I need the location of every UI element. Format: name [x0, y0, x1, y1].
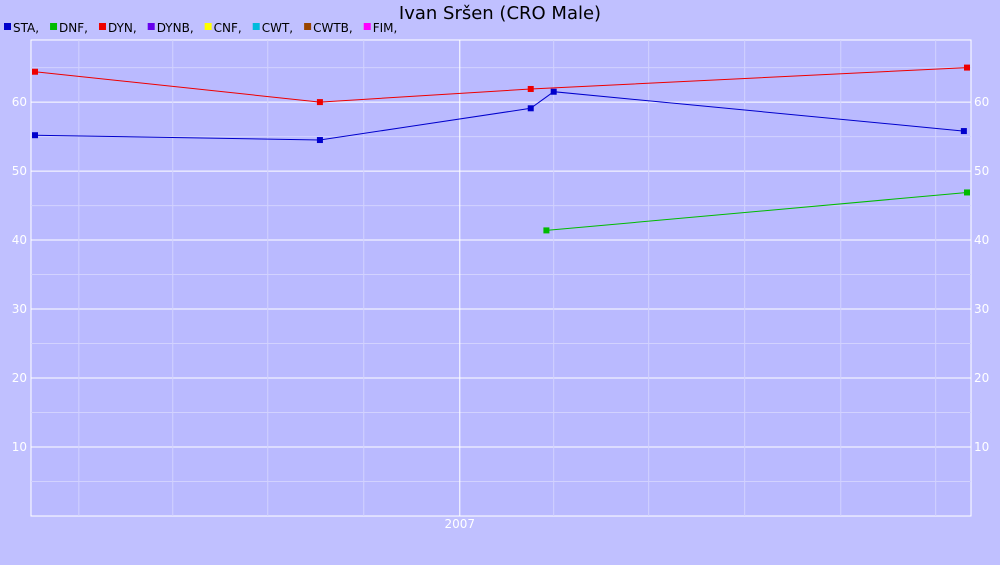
legend-label-dyn: DYN,: [108, 21, 137, 35]
data-point-sta: [960, 128, 967, 135]
data-point-dyn: [964, 64, 970, 71]
data-point-sta: [527, 105, 534, 112]
series-line-dyn: [34, 67, 968, 103]
y-tick-left-20: 20: [12, 371, 27, 385]
series-line-dnf: [546, 192, 968, 231]
legend-swatch-cwt: [252, 23, 260, 30]
axis-ticks: 10 10 20 20 30 30 40 40 50 50 60 60 2007: [12, 95, 990, 531]
data-point-dnf: [964, 189, 970, 196]
legend-swatch-dnf: [50, 23, 58, 30]
y-tick-left-60: 60: [12, 95, 27, 109]
legend-swatch-dyn: [98, 23, 106, 30]
y-tick-left-10: 10: [12, 440, 27, 454]
legend-swatch-cwtb: [304, 23, 312, 30]
legend-swatch-dynb: [147, 23, 155, 30]
y-tick-right-20: 20: [974, 371, 989, 385]
legend-swatch-cnf: [204, 23, 212, 30]
legend-label-dnf: DNF,: [59, 21, 88, 35]
grid: [31, 40, 971, 516]
data-point-dyn: [32, 68, 38, 75]
legend-label-cnf: CNF,: [214, 21, 242, 35]
y-tick-left-40: 40: [12, 233, 27, 247]
data-point-dnf: [543, 227, 550, 234]
y-tick-left-30: 30: [12, 302, 27, 316]
data-point-sta: [316, 137, 323, 144]
y-tick-left-50: 50: [12, 164, 27, 178]
x-tick-2007: 2007: [445, 517, 476, 531]
y-tick-right-60: 60: [974, 95, 989, 109]
legend-swatch-fim: [363, 23, 371, 30]
legend-swatch-sta: [4, 23, 11, 30]
legend-label-cwt: CWT,: [262, 21, 293, 35]
data-point-sta: [32, 132, 38, 139]
y-tick-right-10: 10: [974, 440, 989, 454]
series: [32, 64, 970, 234]
chart-title: Ivan Sršen (CRO Male): [399, 3, 601, 24]
data-point-sta: [550, 88, 557, 95]
data-point-dyn: [316, 99, 323, 106]
data-point-dyn: [527, 85, 534, 92]
legend-label-dynb: DYNB,: [157, 21, 194, 35]
legend-label-cwtb: CWTB,: [313, 21, 353, 35]
y-tick-right-40: 40: [974, 233, 989, 247]
legend: STA, DNF, DYN, DYNB, CNF, CWT, CWTB, FIM,: [4, 21, 397, 35]
y-tick-right-50: 50: [974, 164, 989, 178]
legend-label-fim: FIM,: [373, 21, 398, 35]
legend-label-sta: STA,: [13, 21, 39, 35]
y-tick-right-30: 30: [974, 302, 989, 316]
plot-area: [30, 39, 972, 517]
